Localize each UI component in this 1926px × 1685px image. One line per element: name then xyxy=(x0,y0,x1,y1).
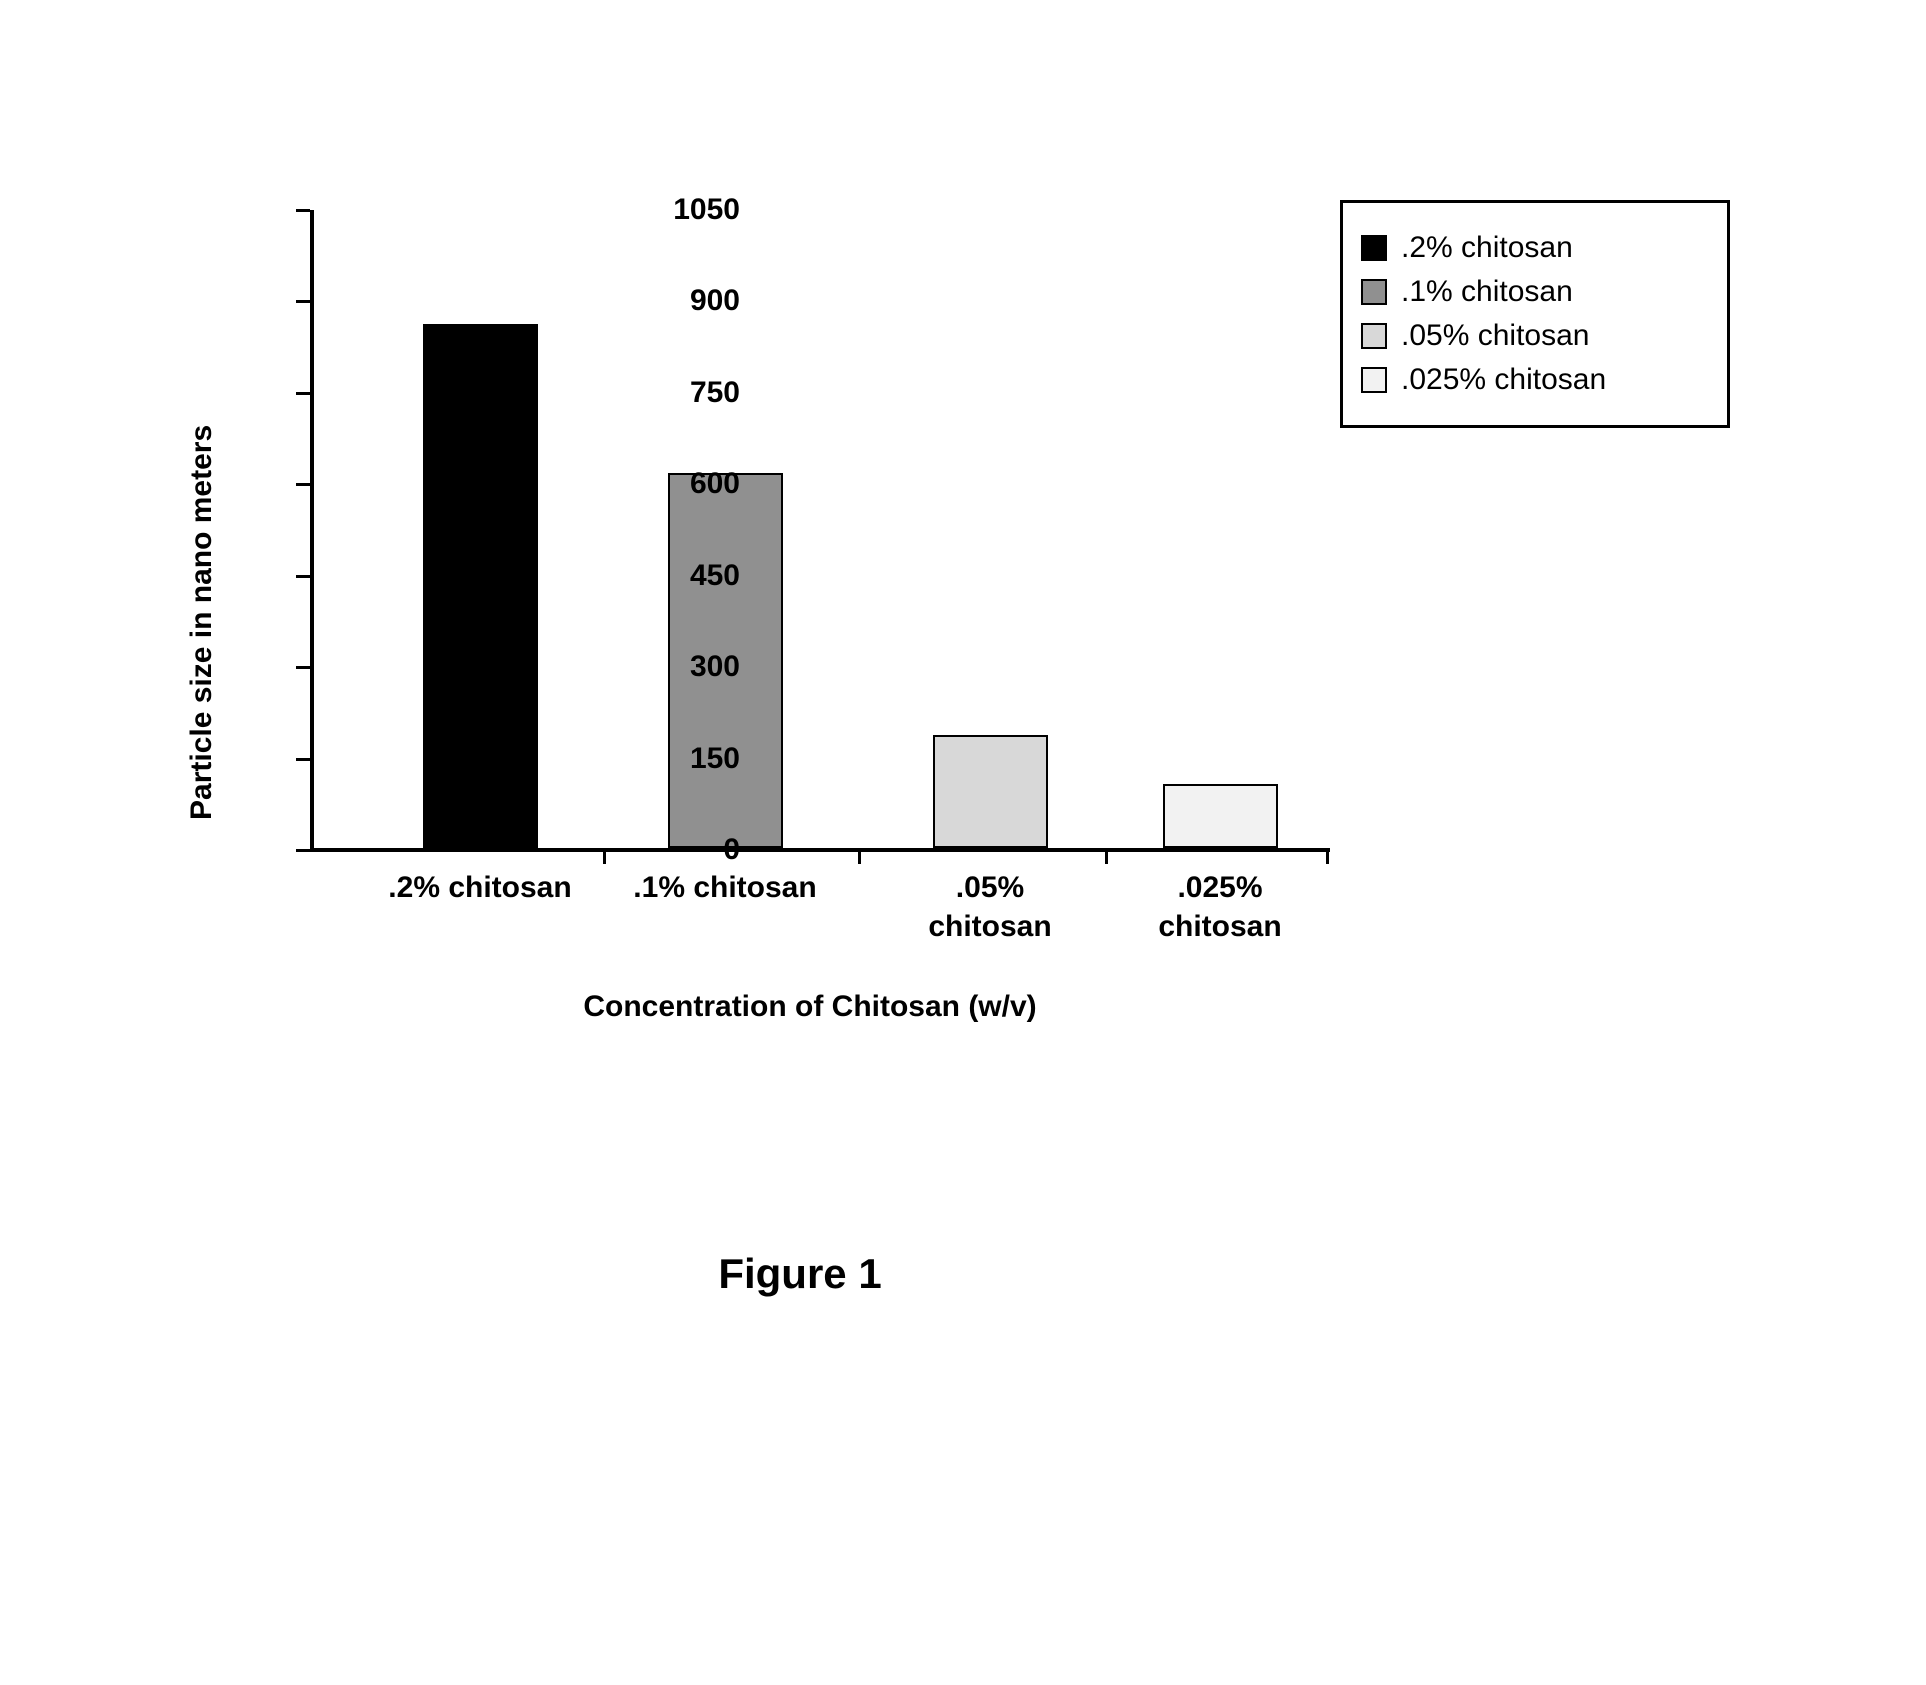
legend-label: .2% chitosan xyxy=(1401,231,1573,265)
bar-chart: 01503004506007509001050 .2% chitosan.1% … xyxy=(180,200,1750,1150)
legend-item: .1% chitosan xyxy=(1361,275,1703,309)
x-category-label: .2% chitosan xyxy=(360,868,600,907)
x-tick xyxy=(1105,850,1108,864)
y-tick-label: 300 xyxy=(620,650,740,684)
x-tick xyxy=(1326,850,1329,864)
x-axis-title: Concentration of Chitosan (w/v) xyxy=(510,990,1110,1024)
y-tick-label: 0 xyxy=(620,833,740,867)
y-axis xyxy=(310,210,314,850)
legend-label: .025% chitosan xyxy=(1401,363,1606,397)
legend: .2% chitosan .1% chitosan .05% chitosan .02… xyxy=(1340,200,1730,428)
x-tick xyxy=(603,850,606,864)
x-category-label: .025% chitosan xyxy=(1100,868,1340,946)
y-tick xyxy=(296,300,310,303)
legend-item: .2% chitosan xyxy=(1361,231,1703,265)
y-tick-label: 900 xyxy=(620,284,740,318)
x-category-label: .1% chitosan xyxy=(605,868,845,907)
legend-label: .05% chitosan xyxy=(1401,319,1589,353)
y-tick-label: 150 xyxy=(620,742,740,776)
legend-swatch xyxy=(1361,235,1387,261)
y-tick xyxy=(296,758,310,761)
y-tick-label: 750 xyxy=(620,376,740,410)
legend-item: .025% chitosan xyxy=(1361,363,1703,397)
bar xyxy=(1163,784,1278,848)
y-tick xyxy=(296,483,310,486)
x-axis xyxy=(310,848,1330,852)
y-tick xyxy=(296,392,310,395)
y-tick-label: 450 xyxy=(620,559,740,593)
legend-swatch xyxy=(1361,279,1387,305)
bar xyxy=(423,324,538,848)
y-tick xyxy=(296,575,310,578)
bar xyxy=(933,735,1048,848)
y-axis-title: Particle size in nano meters xyxy=(185,425,219,820)
x-category-label: .05% chitosan xyxy=(870,868,1110,946)
plot-region xyxy=(310,210,1310,850)
y-tick xyxy=(296,666,310,669)
y-tick xyxy=(296,209,310,212)
legend-item: .05% chitosan xyxy=(1361,319,1703,353)
x-tick xyxy=(858,850,861,864)
y-tick-label: 1050 xyxy=(620,193,740,227)
legend-swatch xyxy=(1361,367,1387,393)
legend-swatch xyxy=(1361,323,1387,349)
y-tick xyxy=(296,849,310,852)
legend-label: .1% chitosan xyxy=(1401,275,1573,309)
y-tick-label: 600 xyxy=(620,467,740,501)
figure-caption: Figure 1 xyxy=(600,1250,1000,1298)
